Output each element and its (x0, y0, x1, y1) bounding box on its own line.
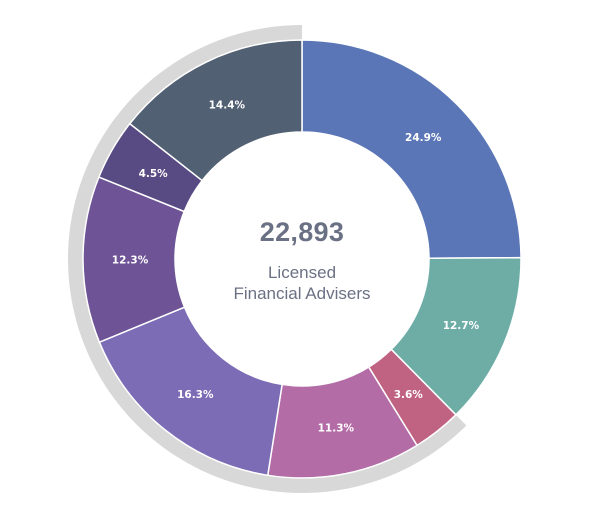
slice-label-7: 4.5% (139, 168, 169, 180)
highlight-ring-arc (68, 25, 467, 494)
highlight-ring (68, 25, 467, 494)
slice-label-6: 12.3% (112, 255, 149, 267)
donut-slice-1[interactable] (301, 39, 522, 259)
slice-label-3: 3.6% (394, 389, 424, 401)
slice-label-1: 24.9% (405, 132, 442, 144)
center-caption-line-2: Financial Advisers (233, 284, 371, 303)
donut-slice-5[interactable] (98, 306, 283, 477)
slice-labels: 24.9% 12.7% 3.6% 11.3% 16.3% 12.3% 4.5% 14.4% (112, 99, 480, 434)
center-caption-line-1: Licensed (267, 263, 337, 282)
donut-slices (82, 39, 522, 479)
slice-label-8: 14.4% (209, 99, 246, 111)
slice-label-2: 12.7% (443, 320, 480, 332)
slice-label-5: 16.3% (177, 389, 214, 401)
center-total-value: 22,893 (259, 217, 345, 247)
donut-slice-8[interactable] (128, 39, 303, 182)
slice-label-4: 11.3% (318, 423, 355, 435)
center-caption: Licensed Financial Advisers (152, 262, 452, 304)
